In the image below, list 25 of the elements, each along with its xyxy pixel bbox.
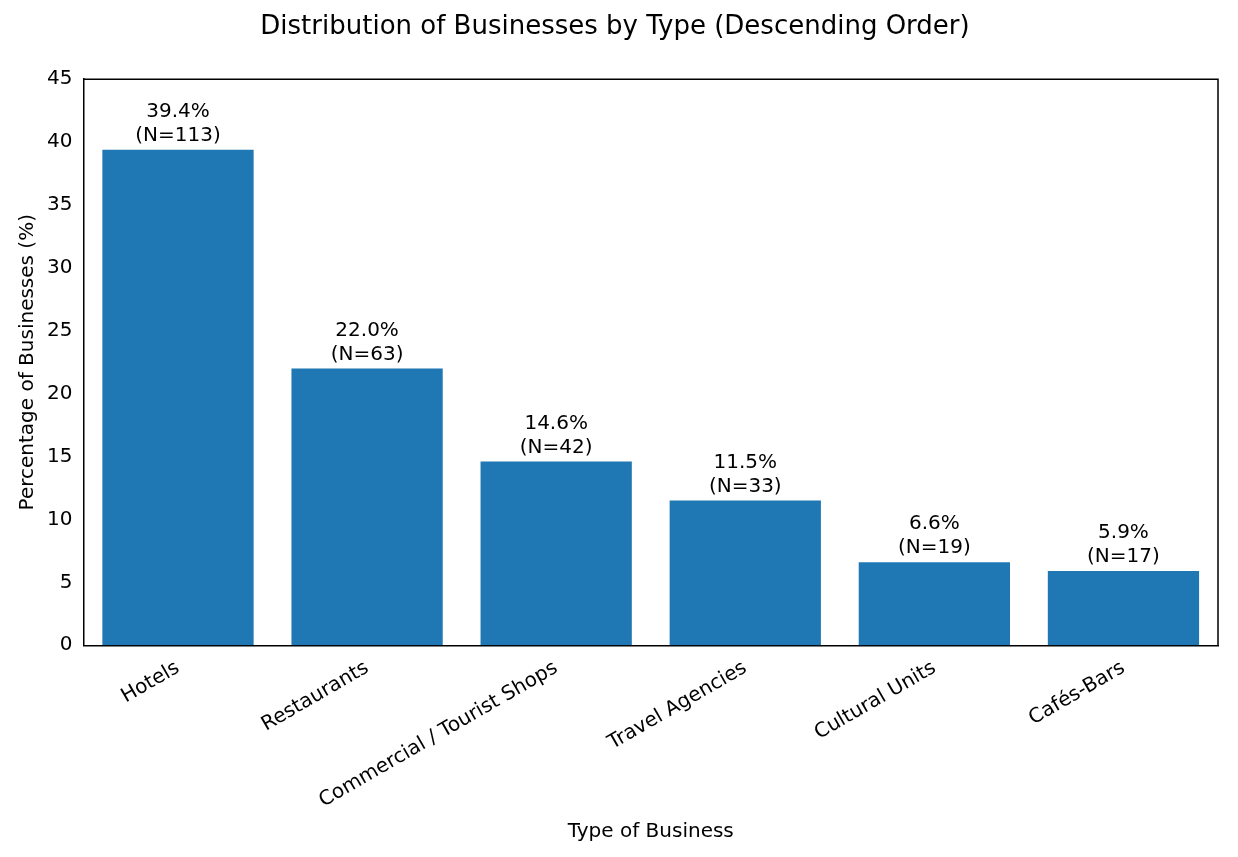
bar [858,562,1010,646]
bar [291,368,443,646]
data-label: 22.0% (N=63) [330,316,404,365]
bar [480,461,632,646]
y-tick-label: 20 [47,379,73,404]
data-label: 39.4% (N=113) [135,97,221,146]
chart-title: Distribution of Businesses by Type (Descending Order) [260,10,970,41]
bar [669,500,821,646]
bar [1047,571,1200,646]
y-tick-label: 25 [47,316,73,341]
y-tick-label: 5 [59,568,73,593]
data-label: 5.9% (N=17) [1087,519,1160,568]
y-tick-label: 10 [47,505,73,530]
y-tick-label: 40 [47,128,73,153]
y-tick-label: 30 [47,254,73,279]
data-label: 11.5% (N=33) [708,448,782,497]
y-tick-label: 15 [47,442,73,467]
bar [102,149,254,646]
data-label: 6.6% (N=19) [897,510,971,559]
x-axis-title: Type of Business [566,818,734,843]
y-tick-label: 35 [47,191,73,216]
y-axis-title: Percentage of Businesses (%) [14,214,39,511]
data-label: 14.6% (N=42) [519,409,593,458]
y-tick-label: 0 [59,631,73,656]
y-tick-label: 45 [47,65,73,90]
